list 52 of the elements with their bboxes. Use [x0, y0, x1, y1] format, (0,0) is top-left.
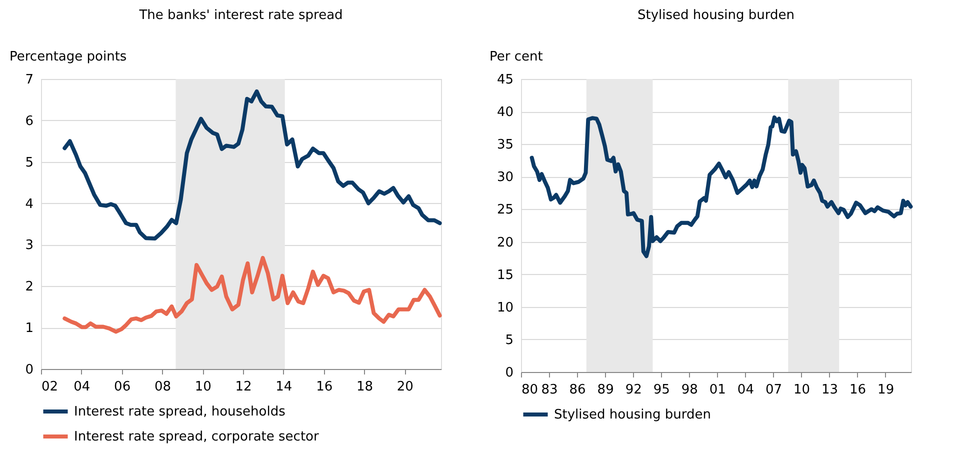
y-tick-label: 0	[505, 366, 514, 380]
x-tick-label: 07	[765, 382, 782, 398]
line-series	[62, 256, 442, 334]
y-tick-label: 6	[25, 114, 34, 129]
x-tick-label: 83	[541, 382, 558, 398]
line-series	[62, 89, 442, 240]
x-tick-label: 10	[194, 380, 212, 394]
x-tick-label: 14	[276, 380, 292, 394]
x-tick-label: 98	[681, 382, 698, 398]
y-tick-label: 0	[25, 362, 34, 378]
x-tick-label: 10	[793, 382, 810, 398]
x-tick-label: 16	[316, 380, 333, 394]
y-tick-label: 45	[496, 72, 514, 88]
y-tick-label: 2	[25, 280, 34, 295]
y-tick-label: 4	[25, 196, 34, 212]
x-tick-label: 18	[356, 380, 374, 394]
y-tick-label: 5	[505, 332, 514, 348]
y-tick-label: 30	[496, 170, 514, 186]
line-series	[530, 115, 913, 258]
x-tick-label: 16	[850, 382, 866, 398]
x-tick-label: 02	[42, 380, 58, 394]
y-axis-title: Per cent	[490, 50, 543, 64]
x-tick-label: 89	[597, 382, 614, 398]
x-tick-label: 86	[569, 382, 586, 398]
y-axis-title: Percentage points	[10, 50, 127, 64]
legend-label: Interest rate spread, households	[74, 404, 286, 420]
y-tick-label: 25	[496, 202, 514, 218]
y-tick-label: 3	[25, 238, 34, 254]
chart-title: Stylised housing burden	[638, 8, 794, 23]
y-tick-label: 35	[496, 138, 514, 153]
y-tick-label: 7	[25, 72, 34, 88]
y-tick-label: 10	[496, 300, 514, 316]
x-tick-label: 95	[653, 382, 670, 398]
chart-title: The banks' interest rate spread	[138, 8, 343, 23]
x-tick-label: 19	[878, 382, 894, 398]
x-tick-label: 04	[737, 382, 754, 398]
x-tick-label: 12	[235, 380, 252, 394]
x-tick-label: 06	[114, 380, 131, 394]
x-tick-label: 92	[625, 382, 642, 398]
x-tick-label: 04	[74, 380, 90, 394]
x-tick-label: 13	[821, 382, 838, 398]
x-tick-label: 20	[396, 380, 414, 394]
y-tick-label: 15	[496, 268, 514, 283]
x-tick-label: 01	[709, 382, 726, 398]
y-tick-label: 1	[25, 321, 34, 336]
legend-label: Interest rate spread, corporate sector	[74, 430, 320, 444]
legend-label: Stylised housing burden	[554, 408, 711, 422]
y-tick-label: 5	[25, 155, 34, 170]
y-tick-label: 40	[496, 105, 514, 120]
x-tick-label: 80	[522, 382, 538, 398]
y-tick-label: 20	[496, 235, 514, 250]
x-tick-label: 08	[154, 380, 171, 394]
